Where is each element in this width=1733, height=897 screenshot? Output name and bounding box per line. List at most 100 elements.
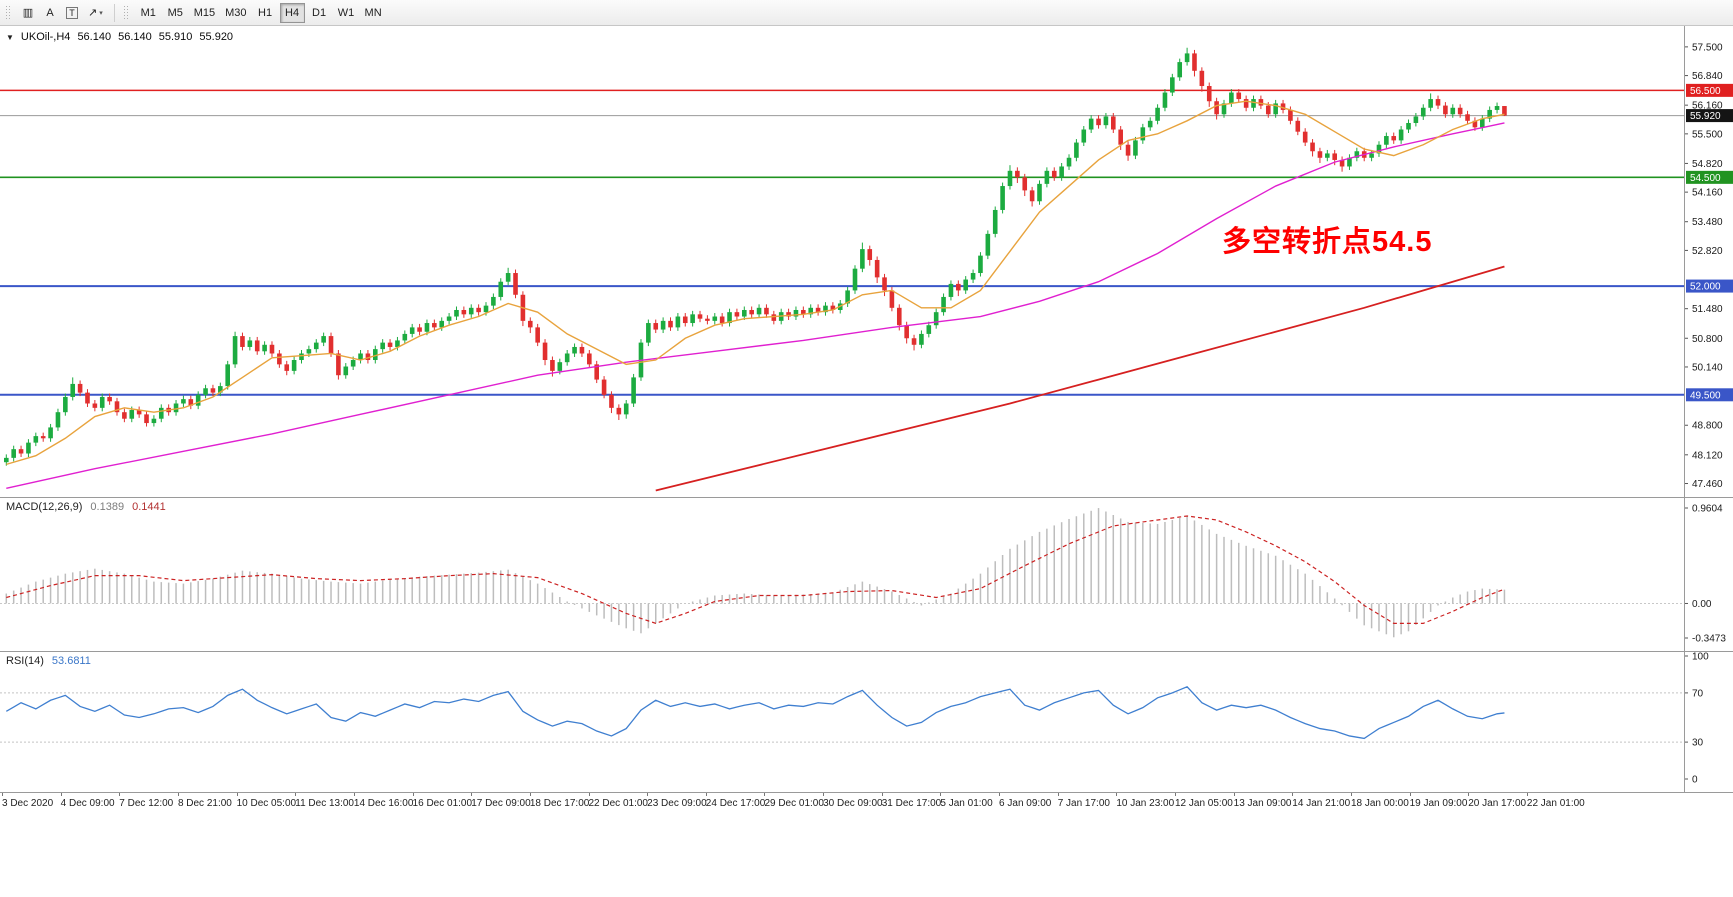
price-tick-label: 50.800 xyxy=(1692,334,1723,345)
text-frame-tool-glyph: T xyxy=(66,6,78,19)
timeframe-button-h4[interactable]: H4 xyxy=(279,2,305,23)
time-axis-label: 4 Dec 09:00 xyxy=(60,798,115,809)
time-tick xyxy=(823,793,825,796)
timeframe-button-d1[interactable]: D1 xyxy=(312,6,327,19)
price-tick-label: 56.160 xyxy=(1692,101,1723,112)
macd-signal-value: 0.1441 xyxy=(132,501,166,513)
price-tick-label: 51.480 xyxy=(1692,304,1723,315)
macd-histogram xyxy=(5,508,1506,638)
time-tick xyxy=(529,793,531,796)
time-tick xyxy=(412,793,414,796)
timeframe-grip[interactable] xyxy=(122,4,130,21)
time-axis-label: 14 Jan 21:00 xyxy=(1292,798,1351,809)
time-axis-label: 14 Dec 16:00 xyxy=(353,798,414,809)
chart-text-annotation[interactable]: 多空转折点54.5 xyxy=(1222,226,1433,258)
candles[interactable] xyxy=(4,47,1507,466)
price-tick-label: 56.840 xyxy=(1692,71,1723,82)
time-tick xyxy=(353,793,355,796)
macd-tick-label: 0.9604 xyxy=(1692,504,1723,515)
timeframe-bar: M1 M5 M15 M30 H1 H4 D1 W1 MN xyxy=(135,2,387,23)
ohlc-open: 56.140 xyxy=(77,31,112,43)
time-axis-label: 17 Dec 09:00 xyxy=(471,798,531,809)
toolbar: ▥ A T ↗ ▾ M1 M5 M15 M30 H1 H4 D1 W1 MN xyxy=(0,0,1733,26)
time-tick xyxy=(1233,793,1235,796)
time-axis-label: 16 Dec 01:00 xyxy=(412,798,473,809)
time-axis-label: 18 Dec 17:00 xyxy=(529,798,590,809)
price-chart-canvas[interactable]: 57.500 56.840 56.160 55.500 54.820 54.160 53.4… xyxy=(0,26,1733,497)
time-tick xyxy=(236,793,238,796)
macd-signal-line xyxy=(6,515,1505,624)
price-axis: 57.500 56.840 56.160 55.500 54.820 54.160 53.4… xyxy=(1684,42,1733,490)
time-axis-label: 11 Dec 13:00 xyxy=(295,798,354,809)
timeframe-button-h1[interactable]: H1 xyxy=(258,6,273,19)
price-tick-label: 48.800 xyxy=(1692,421,1723,432)
time-tick xyxy=(1116,793,1118,796)
symbol-timeframe-label: UKOil-,H4 xyxy=(20,31,71,43)
time-tick xyxy=(1292,793,1294,796)
time-tick xyxy=(647,793,649,796)
text-label-tool-glyph: A xyxy=(46,6,54,19)
time-axis-label: 13 Jan 09:00 xyxy=(1233,798,1292,809)
timeframe-button-m30[interactable]: M30 xyxy=(225,6,247,19)
timeframe-button-mn[interactable]: MN xyxy=(364,6,382,19)
dropdown-caret-icon: ▾ xyxy=(99,9,103,17)
time-tick xyxy=(588,793,590,796)
price-badge-label: 49.500 xyxy=(1690,390,1721,401)
rsi-canvas[interactable]: 100 70 30 0 xyxy=(0,651,1733,792)
toolbar-tools: ▥ A T ↗ ▾ xyxy=(17,3,108,23)
macd-main-value: 0.1389 xyxy=(90,501,125,513)
time-tick xyxy=(295,793,297,796)
ma-mid-magenta-line xyxy=(6,122,1505,489)
chart-templates-icon-glyph: ▥ xyxy=(22,7,34,19)
time-tick xyxy=(1526,793,1528,796)
time-axis-label: 31 Dec 17:00 xyxy=(881,798,942,809)
time-axis-label: 22 Jan 01:00 xyxy=(1526,798,1585,809)
time-tick xyxy=(1057,793,1059,796)
time-axis-label: 7 Dec 12:00 xyxy=(119,798,174,809)
price-tick-label: 47.460 xyxy=(1692,479,1723,490)
toolbar-separator xyxy=(113,3,115,22)
timeframe-button-m15[interactable]: M15 xyxy=(193,6,216,19)
rsi-tick-label: 30 xyxy=(1692,738,1704,749)
time-axis-label: 20 Jan 17:00 xyxy=(1468,798,1527,809)
price-badge-label: 52.000 xyxy=(1690,282,1721,293)
macd-tick-label: -0.3473 xyxy=(1692,634,1726,645)
timeframe-button-m5[interactable]: M5 xyxy=(167,6,183,19)
price-tick-label: 54.820 xyxy=(1692,159,1723,170)
macd-header: MACD(12,26,9) 0.1389 0.1441 xyxy=(6,501,166,513)
axis-separator xyxy=(1684,26,1685,792)
timeframe-button-w1[interactable]: W1 xyxy=(337,6,355,19)
time-tick xyxy=(2,793,3,796)
arrow-tools-dropdown[interactable]: ↗ ▾ xyxy=(83,3,108,23)
rsi-label: RSI(14) xyxy=(6,655,44,667)
symbol-collapse-icon[interactable]: ▼ xyxy=(6,32,14,42)
rsi-line xyxy=(5,685,1505,740)
text-frame-tool[interactable]: T xyxy=(61,3,83,23)
timeframe-button-m1[interactable]: M1 xyxy=(140,6,156,19)
price-badge-label: 56.500 xyxy=(1690,86,1721,97)
time-axis-label: 24 Dec 17:00 xyxy=(705,798,766,809)
time-axis-label: 8 Dec 21:00 xyxy=(177,798,232,809)
price-badge xyxy=(1686,279,1733,293)
rsi-tick-label: 100 xyxy=(1692,652,1709,663)
time-tick xyxy=(1350,793,1352,796)
time-tick xyxy=(940,793,942,796)
rsi-axis: 100 70 30 0 xyxy=(1684,652,1709,786)
price-tick-label: 48.120 xyxy=(1692,450,1723,461)
ma-slow-red-line xyxy=(655,265,1505,492)
macd-canvas[interactable]: 0.9604 0.00 -0.3473 xyxy=(0,497,1733,651)
time-tick xyxy=(999,793,1001,796)
time-axis-label: 22 Dec 01:00 xyxy=(588,798,649,809)
rsi-tick-label: 0 xyxy=(1692,775,1698,786)
text-label-tool[interactable]: A xyxy=(39,3,61,23)
toolbar-grip[interactable] xyxy=(5,4,12,21)
rsi-value: 53.6811 xyxy=(51,655,91,667)
time-axis-label: 18 Jan 00:00 xyxy=(1350,798,1409,809)
rsi-header: RSI(14) 53.6811 xyxy=(6,655,91,667)
time-axis[interactable]: 3 Dec 2020 4 Dec 09:00 7 Dec 12:00 8 Dec 21… xyxy=(0,792,1733,818)
chart-templates-icon[interactable]: ▥ xyxy=(17,3,39,23)
price-badge xyxy=(1686,170,1733,184)
price-badge xyxy=(1686,83,1733,97)
horizontal-level-lines[interactable] xyxy=(0,89,1684,396)
time-tick xyxy=(1468,793,1470,796)
